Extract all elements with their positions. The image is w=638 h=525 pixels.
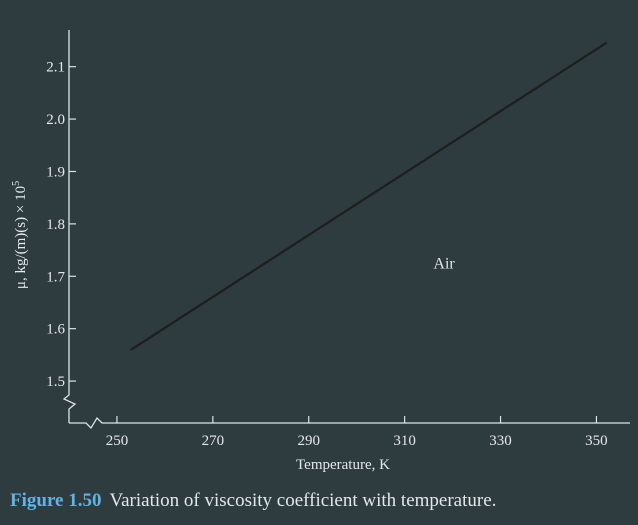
y-tick-label: 2.0: [46, 112, 65, 128]
annotation-label: Air: [433, 255, 455, 272]
series-layer: [130, 41, 608, 351]
axes: [62, 30, 630, 430]
y-axis-title-exponent: 5: [11, 181, 22, 186]
x-tick-label: 250: [106, 433, 129, 449]
figure-caption: Figure 1.50 Variation of viscosity coeffi…: [10, 490, 496, 512]
y-tick-label: 1.6: [46, 322, 65, 338]
y-tick-label: 1.8: [46, 217, 65, 233]
x-axis-line: [69, 416, 630, 430]
x-tick-label: 350: [585, 433, 608, 449]
x-tick-label: 310: [393, 433, 416, 449]
caption-label: Figure 1.50: [10, 490, 102, 511]
x-axis-title: Temperature, K: [296, 457, 390, 473]
series-line-0: [130, 41, 608, 351]
caption-text: Variation of viscosity coefficient with …: [109, 490, 497, 511]
y-tick-label: 1.7: [46, 269, 65, 285]
ticks: 1.5 1.6 1.7 1.8 1.9 2.0 2.1 250 270 290 310 330 350: [46, 60, 607, 449]
y-tick-label: 2.1: [46, 60, 65, 76]
y-axis-title: μ, kg/(m)(s) × 105: [11, 181, 29, 289]
x-tick-label: 270: [202, 433, 225, 449]
y-axis-line: [62, 30, 77, 423]
x-tick-label: 330: [489, 433, 512, 449]
y-tick-label: 1.9: [46, 164, 65, 180]
y-tick-label: 1.5: [46, 374, 65, 390]
y-axis-title-main: μ, kg/(m)(s) × 10: [13, 186, 29, 289]
annotation-layer: Air: [433, 255, 455, 272]
x-tick-label: 290: [297, 433, 320, 449]
